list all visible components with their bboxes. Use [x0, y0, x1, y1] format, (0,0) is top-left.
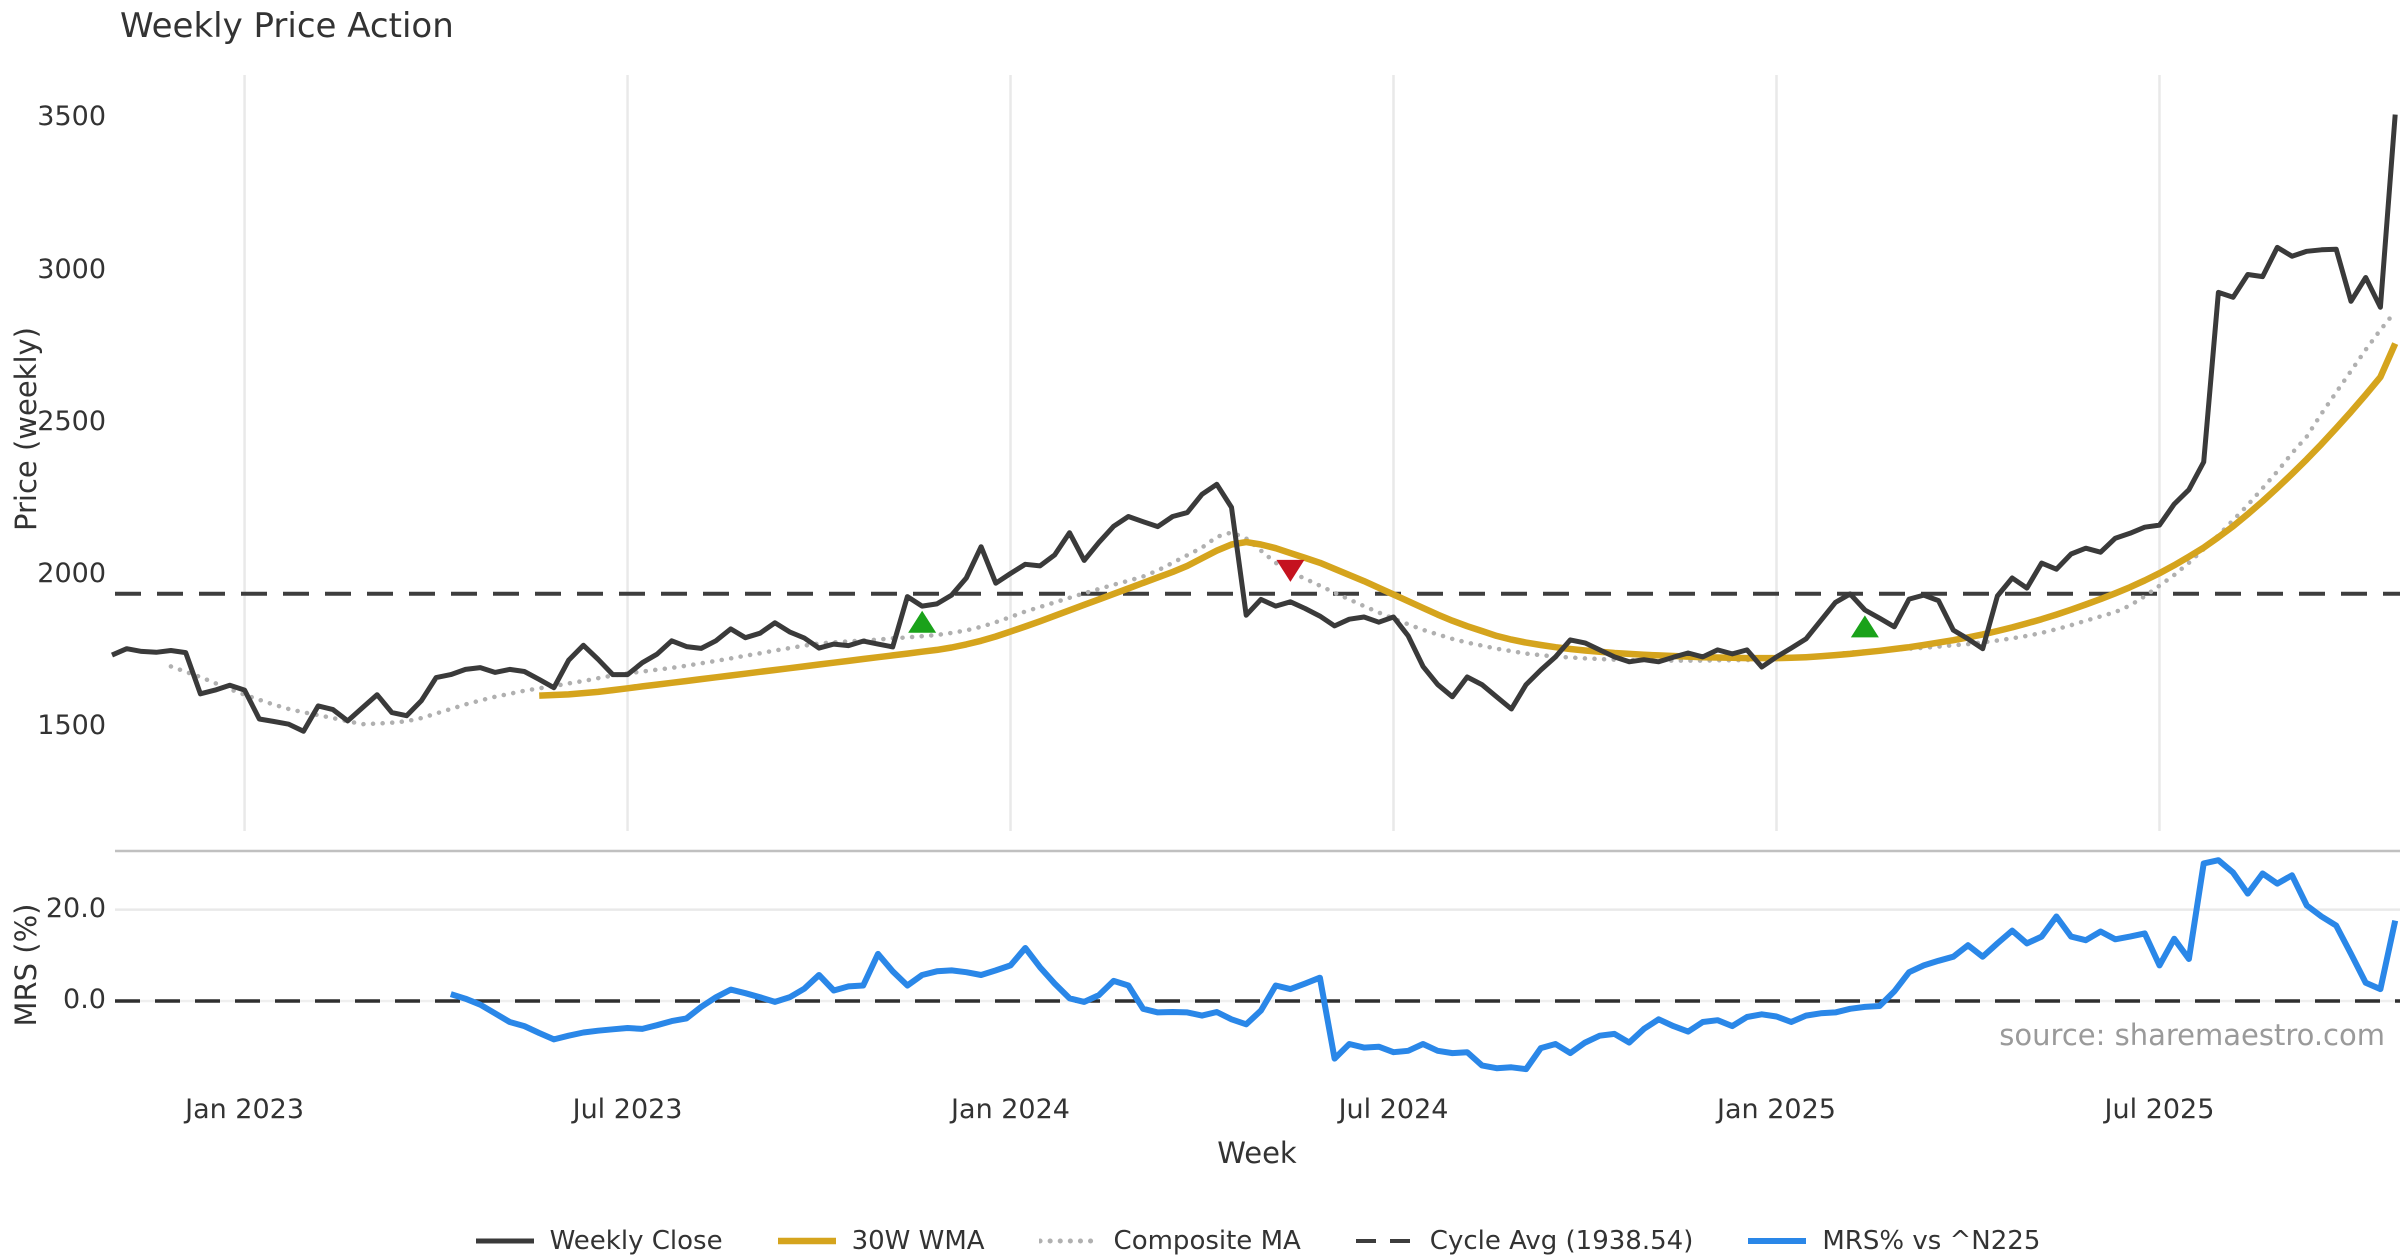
legend-label: Cycle Avg (1938.54): [1429, 1226, 1694, 1256]
x-tick-label: Jan 2025: [1717, 1094, 1836, 1125]
wma-30w-line: [539, 342, 2399, 699]
buy-signal-marker: [908, 610, 937, 633]
legend-item: Composite MA: [1038, 1226, 1301, 1256]
legend-swatch-dotted: [1038, 1238, 1099, 1244]
page-title: Weekly Price Action: [120, 6, 454, 46]
x-tick-label: Jan 2024: [951, 1094, 1070, 1125]
weekly-close-line: [111, 114, 2398, 734]
mrs-tick-label: 20.0: [45, 892, 106, 924]
x-tick-label: Jul 2024: [1338, 1094, 1449, 1125]
legend-label: Composite MA: [1113, 1226, 1301, 1256]
price-tick-label: 3000: [37, 253, 106, 285]
buy-signal-marker: [1850, 615, 1879, 638]
legend-label: Weekly Close: [549, 1226, 723, 1256]
legend-item: Weekly Close: [475, 1226, 723, 1256]
price-tick-label: 2000: [37, 558, 106, 589]
composite-ma-line: [168, 309, 2398, 727]
legend-item: 30W WMA: [777, 1226, 985, 1256]
sell-signal-marker: [1276, 559, 1305, 582]
price-tick-label: 3500: [37, 101, 106, 133]
legend-label: MRS% vs ^N225: [1822, 1226, 2041, 1256]
legend-swatch-solid: [777, 1237, 836, 1245]
price-tick-label: 2500: [37, 405, 106, 437]
x-tick-label: Jul 2023: [572, 1094, 683, 1125]
x-tick-label: Jul 2025: [2104, 1094, 2215, 1125]
x-tick-label: Jan 2023: [185, 1094, 305, 1125]
legend-swatch-solid: [1748, 1238, 1807, 1244]
x-axis-label: Week: [1217, 1136, 1297, 1170]
legend-swatch-solid: [475, 1238, 534, 1244]
legend-swatch-dashed: [1355, 1239, 1414, 1243]
legend-item: MRS% vs ^N225: [1747, 1226, 2040, 1256]
source-attribution: source: sharemaestro.com: [1999, 1018, 2385, 1052]
mrs-line: [449, 857, 2399, 1073]
price-tick-label: 1500: [37, 710, 106, 742]
legend-item: Cycle Avg (1938.54): [1355, 1226, 1694, 1256]
mrs-tick-label: 0.0: [63, 984, 106, 1015]
chart-legend: Weekly Close 30W WMA Composite MA Cycle Avg…: [115, 1218, 2400, 1260]
legend-label: 30W WMA: [851, 1226, 985, 1256]
mrs-axis-label: MRS (%): [9, 903, 43, 1027]
